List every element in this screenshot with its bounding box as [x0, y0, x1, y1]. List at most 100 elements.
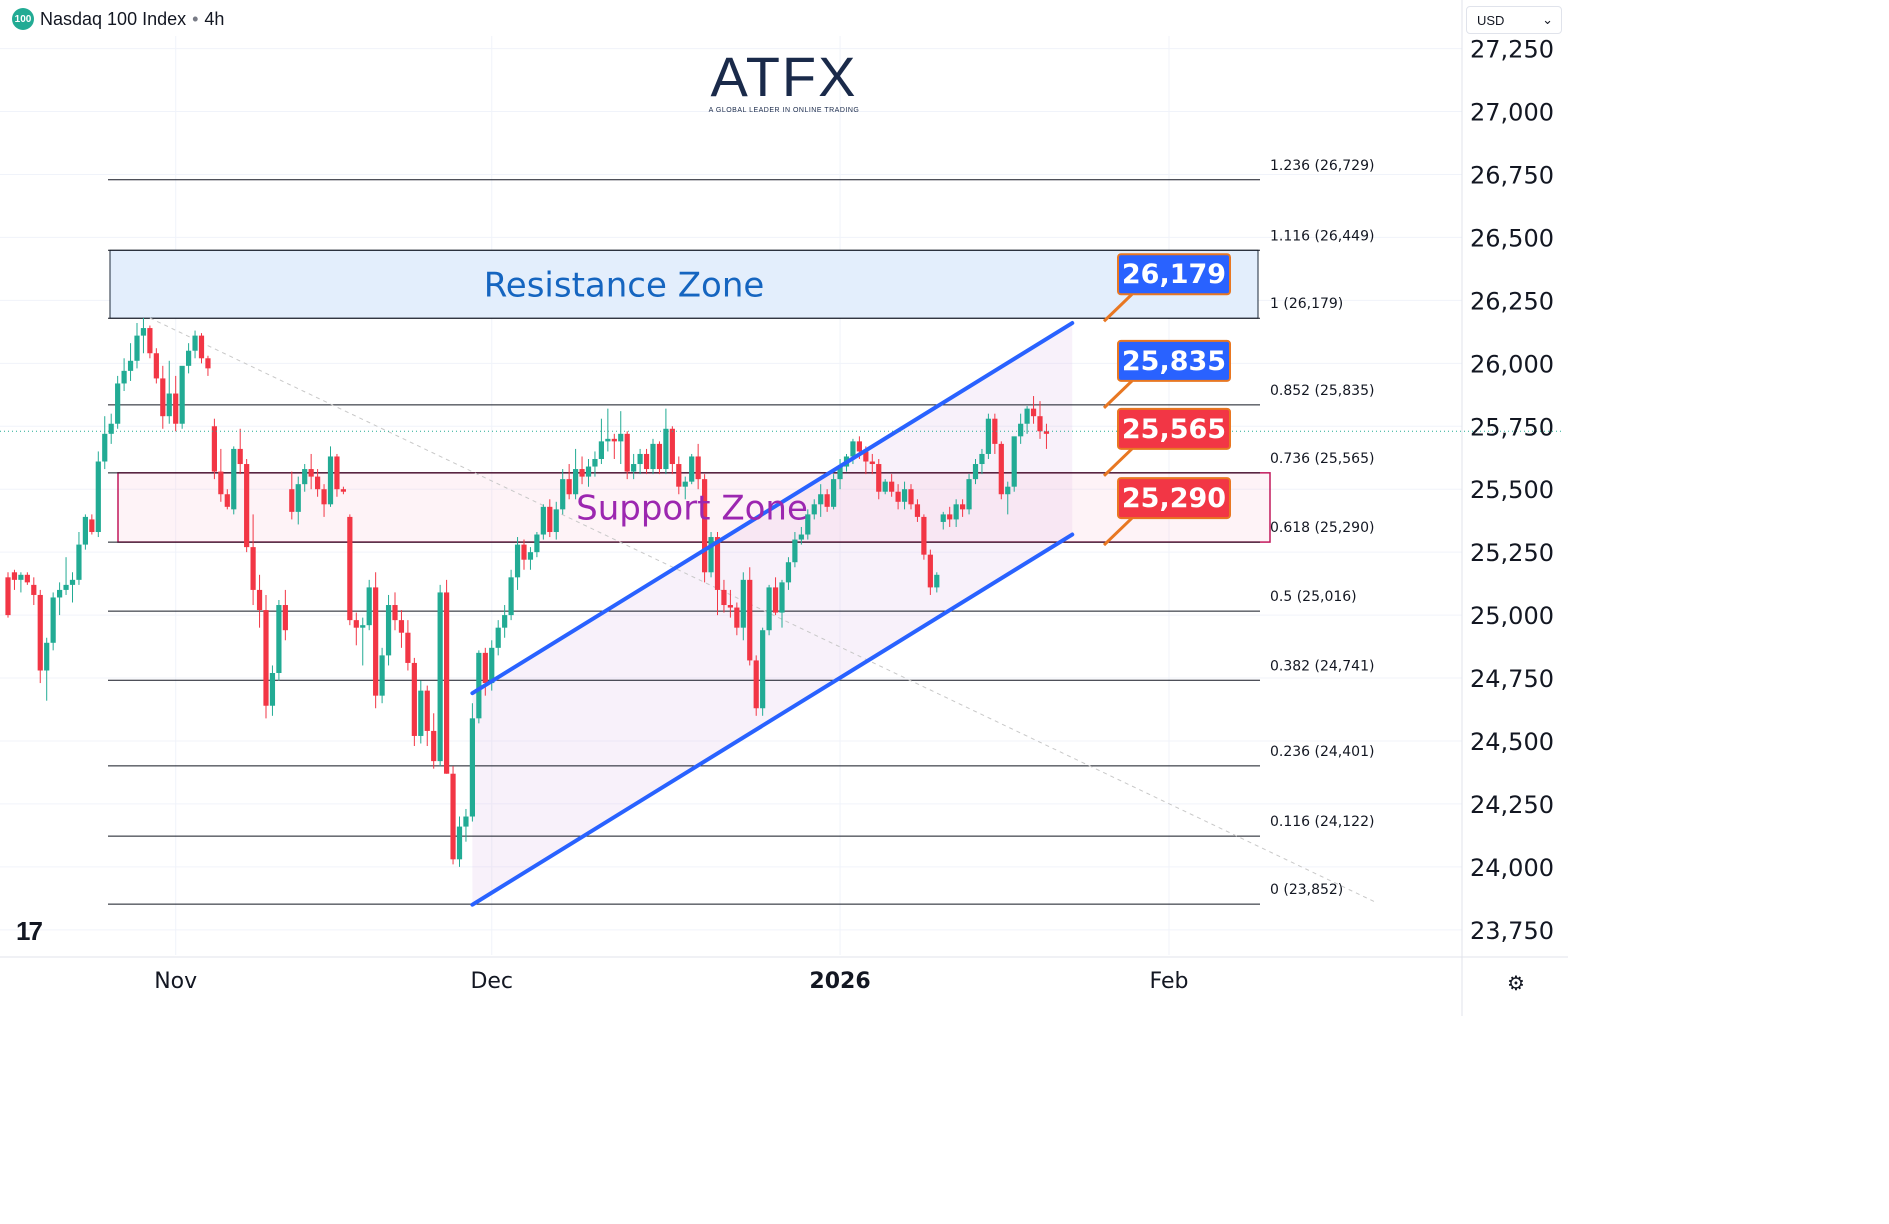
candle: [514, 537, 521, 590]
candle: [263, 594, 269, 719]
candle-body: [573, 469, 579, 495]
candle: [798, 526, 804, 545]
candle-body: [837, 466, 843, 480]
candle: [250, 514, 256, 606]
candle-body: [231, 448, 237, 510]
candle-body: [450, 773, 456, 860]
candle: [63, 557, 69, 595]
price-callout: 26,179: [1102, 253, 1231, 323]
candle: [818, 484, 824, 517]
candle-body: [1043, 431, 1050, 434]
candle: [224, 489, 230, 510]
candle: [721, 579, 727, 613]
y-tick-label: 27,250: [1470, 36, 1554, 64]
x-tick-label: Dec: [470, 969, 513, 994]
candle: [295, 476, 301, 525]
candle-body: [1005, 486, 1011, 495]
channel-fill: [472, 323, 1073, 905]
candle-body: [514, 544, 521, 578]
support-zone-label: Support Zone: [576, 488, 808, 528]
candle-body: [237, 448, 243, 465]
candle-body: [353, 620, 359, 628]
callout-pointer: [1102, 379, 1134, 409]
candle-body: [740, 579, 746, 628]
candle: [76, 532, 82, 585]
candle-body: [256, 589, 263, 611]
candle: [450, 766, 456, 865]
candle: [831, 474, 837, 510]
candle: [218, 448, 224, 502]
candle: [869, 453, 875, 475]
candle: [444, 579, 450, 774]
candle: [411, 657, 417, 747]
candle-body: [747, 579, 753, 661]
y-tick-label: 23,750: [1470, 917, 1554, 945]
candle: [637, 448, 643, 475]
candle: [327, 446, 334, 507]
fib-label: 1.116 (26,449): [1270, 228, 1374, 244]
candle-body: [708, 537, 714, 573]
candle-body: [1018, 423, 1024, 437]
candle: [540, 504, 546, 540]
candle: [598, 418, 604, 465]
candle-body: [992, 418, 998, 444]
candle: [95, 451, 101, 538]
callout-box: [1117, 407, 1231, 450]
candle-body: [998, 443, 1004, 495]
candle: [1018, 413, 1024, 444]
channel-upper-line: [470, 321, 1075, 696]
candle: [650, 438, 656, 475]
candle: [340, 486, 346, 495]
symbol-badge-icon: 100: [12, 8, 34, 30]
candle: [256, 574, 263, 628]
candle: [469, 703, 475, 822]
gear-icon[interactable]: ⚙: [1507, 973, 1525, 995]
candle: [502, 605, 508, 638]
candle-body: [18, 574, 24, 580]
candle: [231, 446, 237, 515]
atfx-logo: ATFX A GLOBAL LEADER IN ONLINE TRADING: [702, 48, 866, 115]
candle: [482, 647, 488, 696]
candle: [792, 532, 798, 568]
interval-label[interactable]: 4h: [204, 8, 225, 29]
candle: [785, 557, 792, 590]
callout-pointer: [1102, 516, 1134, 547]
candle-body: [663, 428, 669, 470]
candle: [166, 360, 172, 424]
candle: [237, 428, 243, 475]
candle-body: [11, 572, 18, 580]
candle-body: [908, 489, 914, 505]
tradingview-logo-icon[interactable]: 17: [16, 916, 43, 946]
candle: [244, 458, 250, 553]
candle-body: [366, 587, 372, 626]
candle-body: [643, 453, 650, 470]
candle-body: [121, 370, 127, 384]
candle: [186, 343, 192, 374]
candle: [373, 572, 379, 709]
candle: [205, 355, 211, 376]
candle: [147, 325, 153, 359]
candle-body: [244, 464, 250, 548]
candle-body: [856, 441, 862, 452]
y-tick-label: 25,500: [1470, 476, 1554, 504]
candle: [979, 448, 985, 475]
candle-body: [811, 504, 817, 515]
candle-body: [205, 358, 211, 369]
candle: [269, 665, 276, 716]
header-separator: •: [192, 8, 199, 29]
candle: [289, 471, 295, 520]
fib-label: 0.852 (25,835): [1270, 383, 1374, 399]
candle-body: [953, 504, 959, 520]
currency-select[interactable]: USD ⌄: [1466, 6, 1562, 34]
candle-body: [418, 690, 424, 736]
symbol-title[interactable]: Nasdaq 100 Index: [40, 8, 187, 29]
callout-box: [1117, 339, 1231, 382]
candle: [966, 474, 972, 515]
candle: [31, 577, 37, 606]
candle-body: [24, 574, 30, 583]
candle: [321, 484, 327, 517]
candle: [901, 481, 908, 510]
candle: [669, 426, 675, 475]
price-chart[interactable]: Resistance Zone 1.236 (26,729) 1.116 (26,4…: [0, 0, 1568, 1016]
candle-body: [534, 534, 540, 553]
